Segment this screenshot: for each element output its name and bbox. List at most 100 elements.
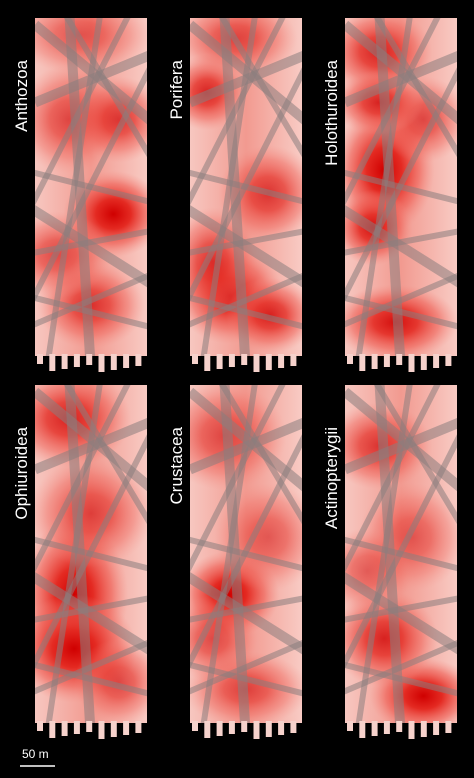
track [345,67,457,302]
panel: Crustacea [167,385,302,739]
density-map [35,18,147,356]
track [345,169,457,205]
track [190,273,302,328]
track [345,51,457,108]
panel: Ophiuroidea [12,385,147,739]
density-map [190,18,302,356]
track [35,169,147,205]
edge-tab [61,354,68,369]
track [63,385,147,525]
track [35,434,147,669]
edge-tab [98,721,105,739]
track [63,18,147,158]
edge-tab [110,354,117,370]
edge-tab [347,354,353,364]
track [35,661,147,697]
track [190,661,302,697]
hotspot [190,18,298,77]
edge-tab [383,721,390,734]
track [218,18,302,158]
track [190,640,302,695]
edge-tab [86,721,93,732]
panel-label: Ophiuroidea [12,426,31,519]
track [190,434,302,669]
scale-bar-label: 50 m [22,747,49,761]
edge-tab [278,721,285,735]
panel-label: Crustacea [167,426,186,504]
edge-tab [359,354,366,371]
track [345,572,457,655]
track [373,18,457,158]
edge-tab [408,721,415,739]
panel: Actinopterygii [322,385,457,739]
panel: Anthozoa [12,18,147,372]
edge-tab [347,721,353,731]
track [190,572,302,655]
track [345,205,457,288]
track [35,572,147,655]
density-map [35,385,147,723]
track [345,228,457,256]
track [345,595,457,623]
edge-tab [216,354,223,369]
track [345,640,457,695]
track [190,228,302,256]
track [345,536,457,572]
edge-tab [98,354,105,372]
track [190,294,302,330]
edge-tab [371,721,378,736]
track [35,67,147,302]
panel-label: Actinopterygii [322,427,341,529]
track [35,205,147,288]
panel: Holothuroidea [322,18,457,372]
track [345,273,457,328]
edge-tab [228,721,235,734]
edge-tab [123,721,130,735]
track [35,228,147,256]
track [190,536,302,572]
panel-label: Anthozoa [12,59,31,131]
track [345,434,457,669]
edge-tab [73,721,80,734]
edge-tab [123,354,130,368]
edge-tab [371,354,378,369]
edge-tab [445,354,452,366]
edge-tab [396,354,403,365]
edge-tab [192,721,198,731]
panel-label: Holothuroidea [322,59,341,165]
edge-tab [204,354,211,371]
edge-tab [420,354,427,370]
edge-tab [290,721,297,733]
track [345,418,457,475]
edge-tab [37,721,43,731]
track [345,294,457,330]
panel-label: Porifera [167,59,186,119]
edge-tab [73,354,80,367]
hotspot [345,402,433,490]
edge-tab [253,354,260,372]
edge-tab [110,721,117,737]
density-map [345,18,457,356]
edge-tab [433,721,440,735]
edge-tab [396,721,403,732]
track [35,51,147,108]
edge-tab [216,721,223,736]
edge-tab [192,354,198,364]
track [218,385,302,525]
edge-tab [420,721,427,737]
track [35,273,147,328]
edge-tab [228,354,235,367]
track [35,640,147,695]
track [190,418,302,475]
track [35,418,147,475]
density-map [190,385,302,723]
density-map [345,385,457,723]
edge-tab [241,354,248,365]
edge-tab [49,721,56,738]
track [190,67,302,302]
edge-tab [204,721,211,738]
track [190,205,302,288]
edge-tab [135,354,142,366]
